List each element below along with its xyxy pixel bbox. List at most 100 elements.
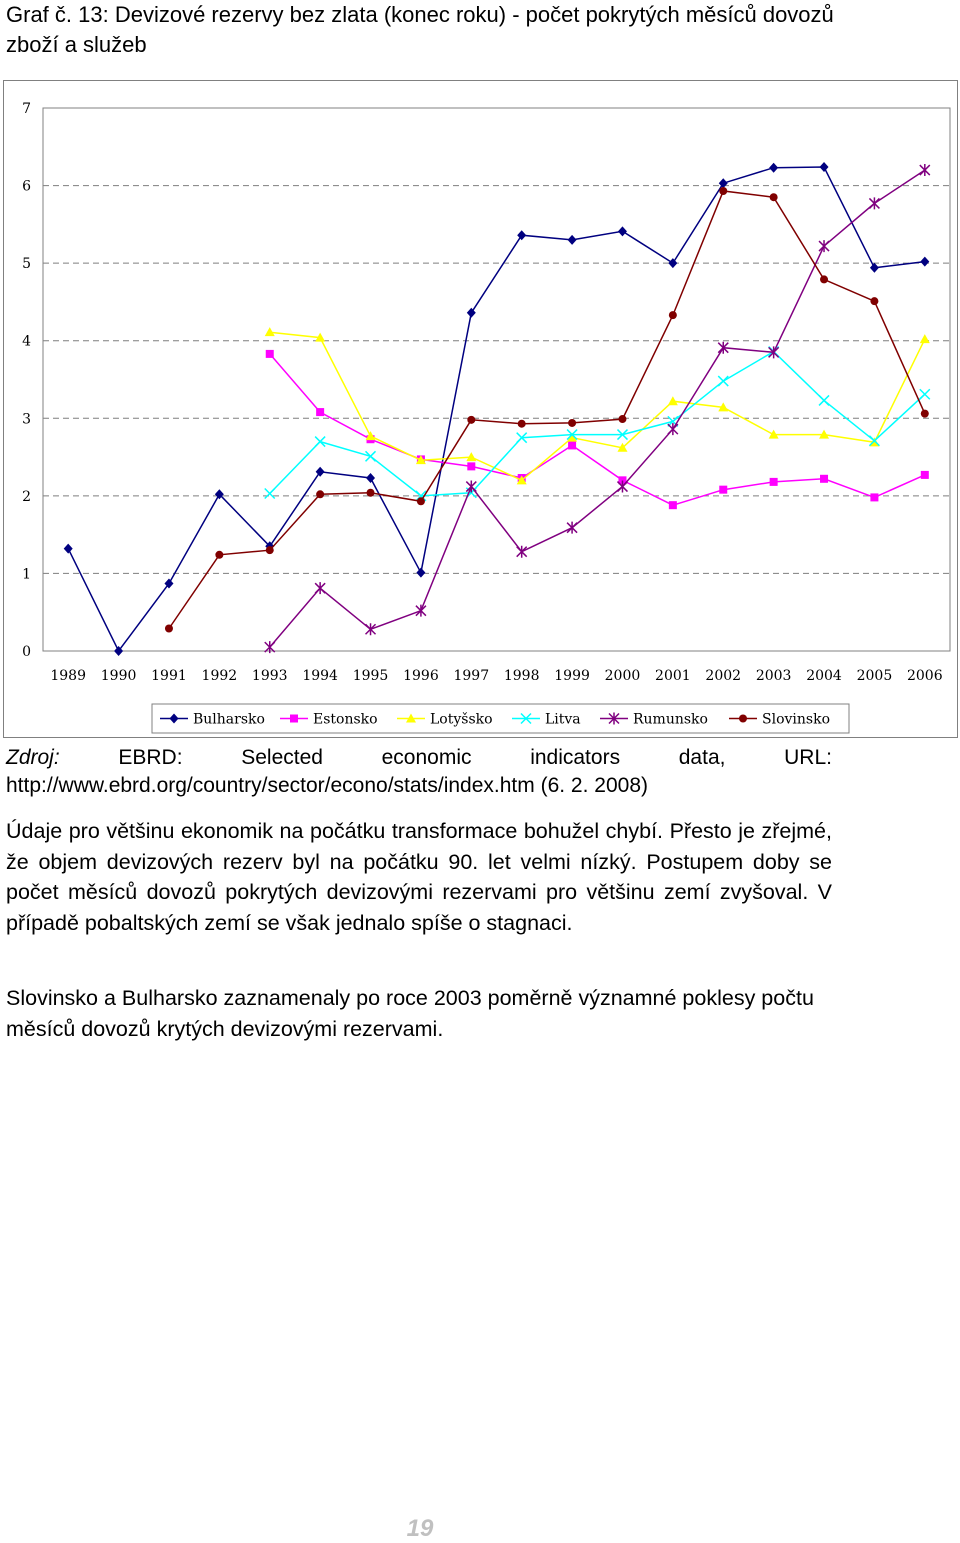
data-point <box>517 230 527 241</box>
data-point <box>364 623 377 636</box>
legend-entry: Slovinsko <box>729 712 830 728</box>
source-url-line: http://www.ebrd.org/country/sector/econo… <box>6 774 648 797</box>
data-point <box>919 334 930 344</box>
data-point <box>568 441 577 450</box>
x-tick-label: 2000 <box>605 668 641 684</box>
data-point <box>919 388 931 400</box>
x-tick-label: 1995 <box>353 668 389 684</box>
paragraph-reserves-overview: Údaje pro většinu ekonomik na počátku tr… <box>6 819 832 935</box>
data-point <box>870 297 879 306</box>
data-point <box>316 408 325 417</box>
series-litva <box>264 346 931 502</box>
x-tick-label: 1992 <box>202 668 238 684</box>
data-point <box>616 429 629 441</box>
data-point <box>869 262 879 273</box>
data-point <box>415 604 427 617</box>
source-note: Zdroj: EBRD: Selected economic indicator… <box>6 744 832 800</box>
data-point <box>818 240 830 253</box>
data-point <box>215 550 224 559</box>
data-point <box>717 341 729 354</box>
y-tick-label: 1 <box>22 566 31 582</box>
data-point <box>466 452 477 462</box>
data-point <box>114 646 124 656</box>
chart-container: 0 1 2 3 4 5 6 7 1989 1990 1991 1992 1993 1994 1995 1996… <box>3 80 958 738</box>
data-point <box>668 501 677 510</box>
data-point <box>416 497 425 506</box>
series-line <box>269 169 926 648</box>
legend-label: Slovinsko <box>762 712 830 728</box>
line-chart: 0 1 2 3 4 5 6 7 1989 1990 1991 1992 1993 1994 1995 1996… <box>22 101 951 734</box>
data-point <box>618 415 627 424</box>
data-point <box>415 455 426 465</box>
source-word: EBRD: <box>118 746 183 769</box>
data-point <box>820 275 829 284</box>
data-point <box>316 490 325 499</box>
data-point <box>719 485 728 494</box>
source-word: indicators <box>530 746 621 769</box>
data-point <box>718 402 729 412</box>
data-point <box>465 480 477 493</box>
y-tick-label: 7 <box>22 101 31 117</box>
legend-label: Rumunsko <box>633 712 708 728</box>
data-point <box>739 714 747 723</box>
grid-lines <box>43 107 950 652</box>
x-tick-label: 2002 <box>705 668 741 684</box>
data-point <box>617 226 627 237</box>
data-point <box>568 418 577 427</box>
data-point <box>719 187 728 196</box>
data-point <box>314 582 326 595</box>
data-point <box>919 164 931 177</box>
data-point <box>920 256 930 267</box>
data-point <box>618 476 627 485</box>
source-word: data, <box>678 746 726 769</box>
data-point <box>920 409 929 418</box>
data-point <box>819 429 830 439</box>
data-point <box>366 488 375 497</box>
data-point <box>870 493 879 502</box>
data-point <box>617 442 628 452</box>
data-point <box>516 545 528 558</box>
legend-label: Litva <box>545 712 581 728</box>
data-point <box>769 477 778 486</box>
x-tick-label: 1994 <box>302 668 338 684</box>
legend-entry: Estonsko <box>280 712 378 728</box>
data-point <box>467 462 476 471</box>
series-line <box>269 331 926 482</box>
data-point <box>516 432 528 444</box>
data-point <box>264 487 276 500</box>
x-tick-label: 1991 <box>151 668 187 684</box>
data-point <box>820 474 829 483</box>
source-word: URL: <box>784 746 832 769</box>
x-tick-label: 1989 <box>50 668 86 684</box>
data-point <box>717 375 729 387</box>
data-point <box>315 466 325 477</box>
data-point <box>517 419 526 428</box>
series-line <box>269 350 926 497</box>
series-rumunsko <box>264 164 931 654</box>
legend-label: Estonsko <box>313 712 378 728</box>
data-point <box>566 429 578 441</box>
plot-area <box>42 107 951 652</box>
series-line <box>67 166 925 653</box>
data-point <box>668 311 677 320</box>
page-number: 19 <box>406 1515 434 1542</box>
data-point <box>314 436 326 448</box>
source-word: Selected <box>241 746 323 769</box>
data-point <box>920 470 929 479</box>
data-point <box>164 624 173 633</box>
x-tick-label: 2006 <box>907 668 943 684</box>
data-point <box>616 480 629 493</box>
data-point <box>264 641 276 654</box>
series-slovinsko <box>164 187 929 633</box>
legend-entry: Bulharsko <box>160 712 265 728</box>
data-point <box>265 546 274 555</box>
source-label: Zdroj: <box>6 746 60 769</box>
x-tick-label: 1997 <box>453 668 489 684</box>
x-tick-label: 2005 <box>857 668 893 684</box>
data-point <box>467 415 476 424</box>
data-point <box>769 193 778 202</box>
data-point <box>516 475 527 485</box>
data-point <box>365 431 376 441</box>
data-point <box>214 489 224 500</box>
chart-caption: Graf č. 13: Devizové rezervy bez zlata (… <box>6 2 834 57</box>
